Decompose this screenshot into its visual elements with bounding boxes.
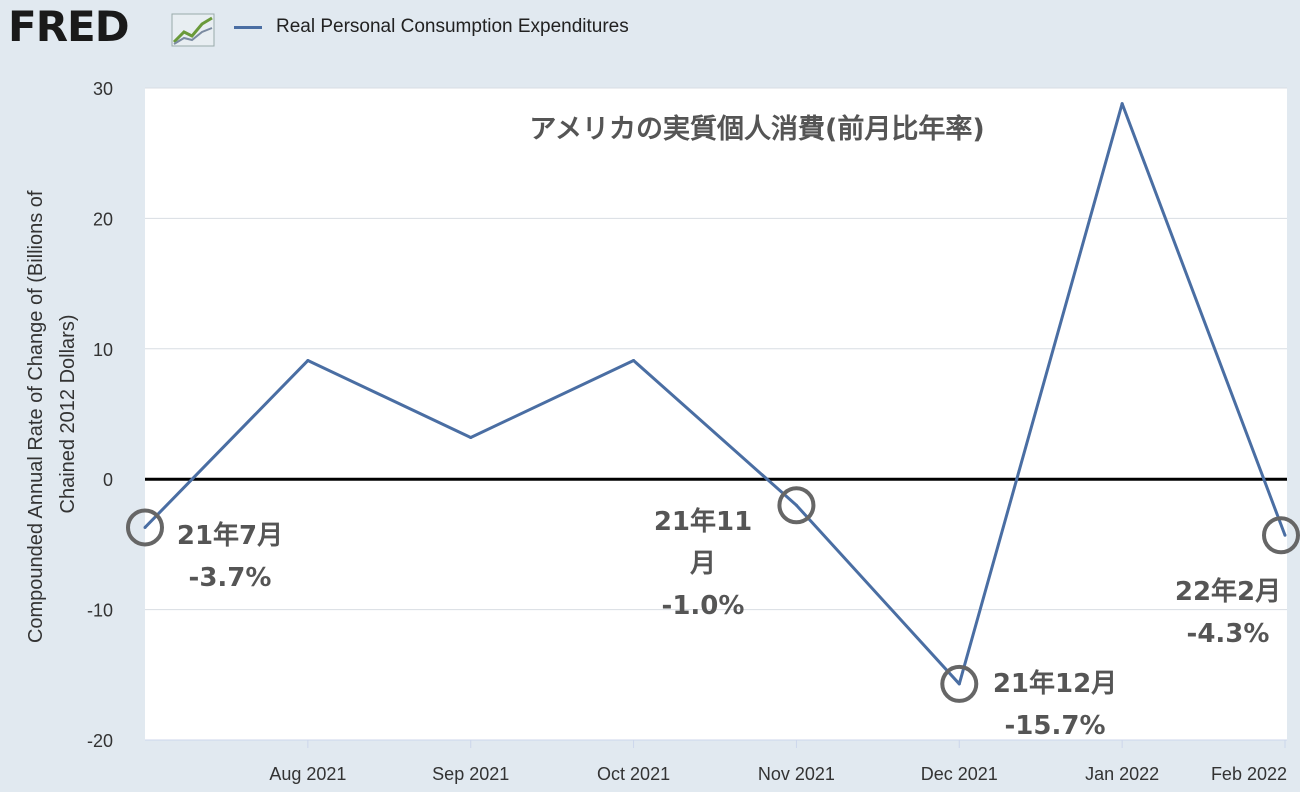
data-point[interactable] bbox=[469, 435, 473, 439]
data-point[interactable] bbox=[632, 359, 636, 363]
x-tick-label: Aug 2021 bbox=[269, 764, 346, 784]
legend-label: Real Personal Consumption Expenditures bbox=[276, 16, 629, 37]
chart-title: アメリカの実質個人消費(前月比年率) bbox=[529, 113, 984, 145]
series-line bbox=[143, 102, 1287, 686]
y-tick-label: -20 bbox=[87, 731, 113, 751]
x-tick-label: Sep 2021 bbox=[432, 764, 509, 784]
series bbox=[143, 102, 1287, 686]
y-axis-title-line-2: Chained 2012 Dollars) bbox=[57, 314, 79, 513]
x-tick-label: Dec 2021 bbox=[921, 764, 998, 784]
annotation-label: 21年11 bbox=[654, 506, 752, 537]
annotation-circle bbox=[126, 508, 164, 547]
y-tick-label: 20 bbox=[93, 209, 113, 229]
annotation-label: 22年2月 bbox=[1175, 576, 1281, 607]
x-tick-label: Oct 2021 bbox=[597, 764, 670, 784]
x-tick-label: Jan 2022 bbox=[1085, 764, 1159, 784]
annotation-label: 21年7月 bbox=[177, 520, 283, 551]
x-tick-label: Feb 2022 bbox=[1211, 764, 1287, 784]
annotation-label: -3.7% bbox=[189, 563, 272, 593]
annotation-label: -4.3% bbox=[1187, 619, 1270, 649]
annotation-circle bbox=[777, 486, 816, 525]
y-tick-labels: -20 -10 0 10 20 30 bbox=[87, 79, 113, 751]
data-point[interactable] bbox=[306, 359, 310, 363]
plot-area bbox=[145, 88, 1287, 740]
annotation-circle bbox=[1262, 516, 1300, 555]
fred-logo[interactable]: FRED bbox=[8, 2, 130, 51]
header: FRED Real Personal Consumption Expenditu… bbox=[0, 0, 1300, 60]
annotation-label: 21年12月 bbox=[993, 668, 1117, 699]
legend-swatch bbox=[234, 25, 262, 29]
y-tick-label: 30 bbox=[93, 79, 113, 99]
y-tick-label: 10 bbox=[93, 340, 113, 360]
annotation-label: -15.7% bbox=[1005, 711, 1106, 741]
data-point[interactable] bbox=[957, 682, 961, 686]
annotation-label: 月 bbox=[689, 549, 716, 579]
line-chart-icon bbox=[171, 13, 215, 47]
annotation-circle bbox=[940, 664, 979, 703]
x-tick-label: Nov 2021 bbox=[758, 764, 835, 784]
data-point[interactable] bbox=[1283, 533, 1287, 537]
x-tick-labels: Aug 2021 Sep 2021 Oct 2021 Nov 2021 Dec 2021… bbox=[269, 740, 1287, 784]
data-point[interactable] bbox=[1120, 102, 1124, 106]
y-tick-label: 0 bbox=[103, 470, 113, 490]
y-axis-title-line-1: Compounded Annual Rate of Change of (Bil… bbox=[25, 190, 47, 643]
data-point[interactable] bbox=[143, 525, 147, 529]
annotation-label: -1.0% bbox=[662, 591, 745, 621]
data-point[interactable] bbox=[794, 503, 798, 507]
annotations: 21年7月 -3.7% 21年11 月 -1.0% 21年12月 -15.7% 22年2月 -4… bbox=[126, 486, 1300, 741]
y-tick-label: -10 bbox=[87, 601, 113, 621]
legend[interactable]: Real Personal Consumption Expenditures bbox=[234, 14, 629, 40]
y-axis-title: Compounded Annual Rate of Change of (Bil… bbox=[25, 185, 79, 643]
